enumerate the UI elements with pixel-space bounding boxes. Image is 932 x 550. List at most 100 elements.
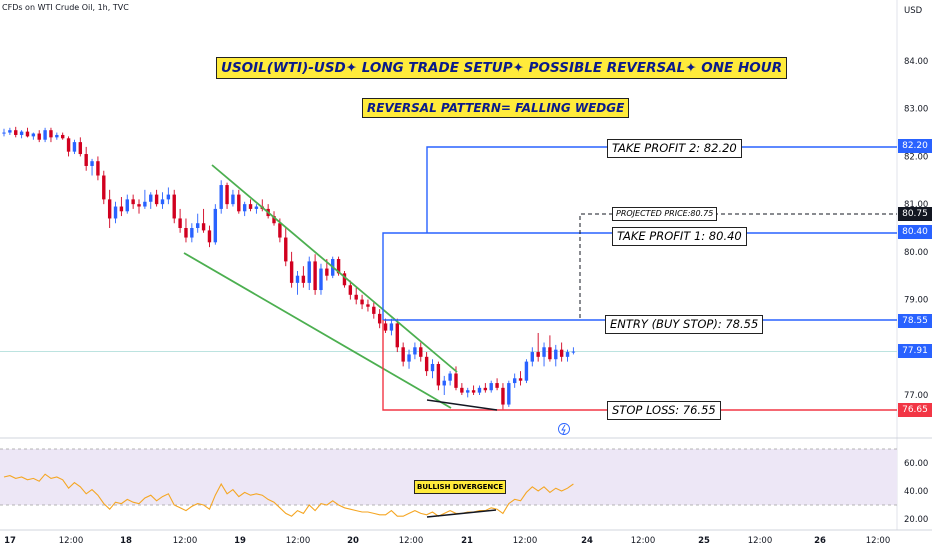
candle-body (254, 206, 259, 209)
candle-body (360, 299, 364, 305)
rsi-divergence-line (426, 509, 497, 518)
candle-body (295, 275, 300, 283)
stop-price-tag: 76.65 (898, 403, 932, 417)
candle-body (196, 223, 200, 228)
candle-body (348, 285, 353, 295)
candle-body (336, 259, 341, 274)
candle-body (377, 313, 382, 324)
event-lightning-icon (558, 423, 570, 435)
symbol-title: CFDs on WTI Crude Oil, 1h, TVC (2, 3, 129, 12)
tp2-price-tag: 82.20 (898, 139, 932, 153)
candle-body (149, 194, 153, 202)
candle-body (536, 352, 540, 357)
candle-body (14, 130, 18, 135)
candle-body (172, 194, 176, 219)
stop-loss-label: STOP LOSS: 76.55 (607, 401, 721, 420)
candle-body (289, 261, 294, 283)
candle-body (107, 199, 112, 219)
price-tick-label: 80.00 (904, 248, 928, 258)
candle-body (554, 349, 558, 360)
candle-body (125, 199, 129, 212)
candle-body (213, 208, 218, 243)
candle-body (401, 347, 405, 362)
price-tick-label: 82.00 (904, 152, 928, 162)
candle-body (413, 347, 417, 355)
candle-body (207, 230, 212, 243)
projected-price-line (579, 213, 897, 318)
candle-body (448, 373, 452, 381)
candle-body (307, 261, 311, 283)
price-tick-label: 77.00 (904, 391, 928, 401)
candle-body (143, 201, 147, 207)
candle-body (319, 268, 323, 291)
candle-body (483, 387, 488, 391)
candle-body (524, 361, 529, 381)
candle-body (113, 206, 118, 219)
candle-body (571, 351, 576, 353)
wedge-upper-line (211, 164, 458, 373)
candle-body (548, 347, 552, 360)
candle-body (460, 387, 464, 393)
candle-body (301, 275, 306, 283)
time-tick-label: 24 (581, 536, 593, 546)
tp1-price-tag: 80.40 (898, 225, 932, 239)
candle-body (512, 378, 517, 384)
candle-body (231, 194, 235, 205)
wedge-lower-line (183, 252, 452, 409)
take-profit-1-label: TAKE PROFIT 1: 80.40 (612, 227, 747, 246)
candle-body (137, 204, 141, 207)
time-tick-label: 12:00 (631, 536, 656, 546)
candle-body (237, 194, 241, 212)
candle-body (313, 261, 317, 291)
candle-body (325, 268, 329, 276)
candle-body (565, 352, 570, 357)
time-tick-label: 12:00 (59, 536, 84, 546)
candle-body (495, 383, 499, 388)
price-tick-label: 83.00 (904, 105, 928, 115)
rsi-tick-label: 40.00 (904, 487, 928, 497)
candle-body (518, 378, 523, 381)
price-divergence-line (426, 399, 498, 411)
candle-body (72, 142, 77, 152)
candle-body (466, 390, 470, 393)
candle-body (454, 373, 458, 388)
candle-body (530, 352, 534, 362)
candle-body (37, 133, 41, 140)
candle-body (90, 161, 94, 166)
candle-body (372, 306, 376, 314)
price-tick-label: 81.00 (904, 200, 928, 210)
candle-body (507, 383, 511, 405)
candle-body (49, 130, 53, 138)
candle-body (96, 161, 100, 176)
headline-annotation: USOIL(WTI)-USD✦ LONG TRADE SETUP✦ POSSIB… (216, 57, 788, 79)
tp1-level-line (382, 232, 897, 320)
time-tick-label: 12:00 (286, 536, 311, 546)
candle-body (225, 185, 229, 205)
take-profit-2-label: TAKE PROFIT 2: 82.20 (607, 139, 742, 158)
time-tick-label: 12:00 (748, 536, 773, 546)
candle-body (119, 206, 124, 212)
candle-body (102, 175, 106, 200)
candle-body (19, 131, 24, 135)
currency-label: USD (904, 6, 923, 16)
candle-body (501, 387, 505, 405)
rsi-tick-label: 60.00 (904, 459, 928, 469)
time-tick-label: 12:00 (173, 536, 198, 546)
candle-body (424, 356, 429, 372)
candle-body (166, 194, 171, 200)
candle-body (389, 323, 394, 331)
candle-body (219, 185, 223, 209)
rsi-band (0, 449, 897, 505)
rsi-tick-label: 20.00 (904, 515, 928, 525)
time-tick-label: 21 (461, 536, 473, 546)
candle-body (559, 349, 564, 357)
candle-body (55, 134, 59, 138)
projected-price-label: PROJECTED PRICE:80.75 (612, 207, 718, 221)
candle-body (154, 194, 159, 205)
candle-body (436, 363, 441, 386)
current-price-tag: 77.91 (898, 344, 932, 358)
price-tick-label: 84.00 (904, 57, 928, 67)
time-tick-label: 20 (347, 536, 359, 546)
